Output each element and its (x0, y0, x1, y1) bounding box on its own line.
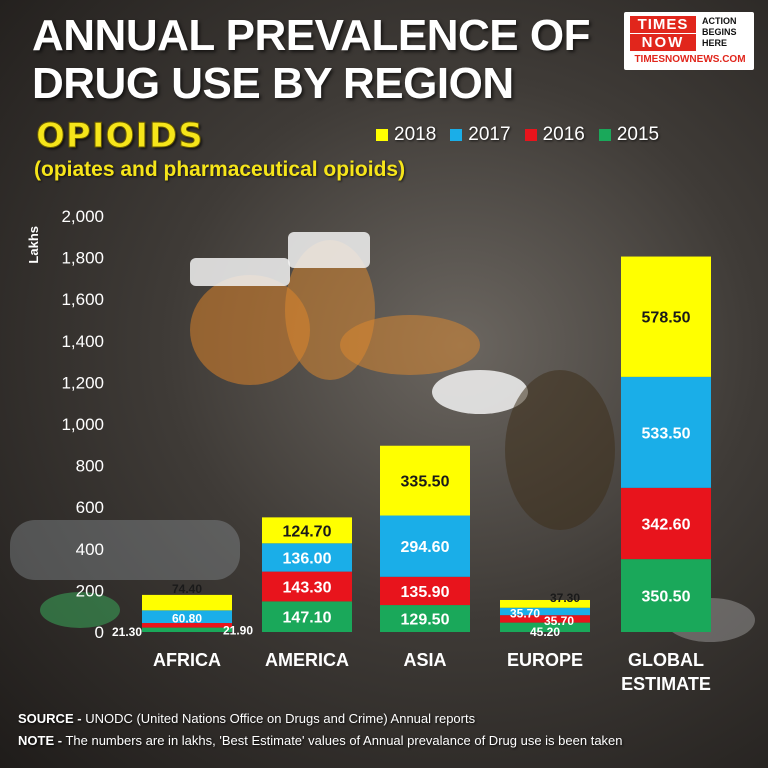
y-tick-label: 0 (95, 623, 104, 642)
data-label-america-2016: 143.30 (283, 580, 332, 597)
legend-swatch-2015 (598, 129, 611, 141)
bar-america-2018 (262, 517, 352, 544)
bar-global-estimate-2018 (621, 256, 711, 377)
source-key: SOURCE - (18, 711, 82, 726)
logo-tagline-2: BEGINS (702, 27, 737, 37)
x-tick-label-africa: AFRICA (153, 650, 221, 670)
data-label-asia-2017: 294.60 (401, 539, 450, 556)
data-label-global-estimate-2016: 342.60 (642, 516, 691, 533)
bar-europe-2016 (500, 615, 590, 623)
note-text: The numbers are in lakhs, 'Best Estimate… (65, 733, 623, 748)
data-label-america-2018: 124.70 (283, 523, 332, 540)
y-tick-label: 2,000 (61, 207, 104, 226)
data-label-europe-2016: 35.70 (544, 614, 574, 628)
y-tick-label: 1,600 (61, 290, 104, 309)
data-label-america-2015: 147.10 (283, 610, 332, 627)
data-label-global-estimate-2018: 578.50 (642, 310, 691, 327)
logo-times-text: TIMES (630, 16, 696, 33)
data-label-africa-2017: 60.80 (172, 612, 202, 626)
logo-now-text: NOW (630, 34, 696, 51)
x-tick-label-global-estimate-1: GLOBAL (628, 650, 704, 670)
y-tick-label: 1,000 (61, 415, 104, 434)
y-tick-label: 1,400 (61, 332, 104, 351)
x-tick-label-global-estimate-2: ESTIMATE (621, 674, 711, 694)
legend-item-2018: 2018 (376, 124, 436, 146)
x-tick-label-europe: EUROPE (507, 650, 583, 670)
logo-tagline-1: ACTION (702, 16, 737, 26)
legend-swatch-2017 (450, 129, 463, 141)
chart-subtitle: OPIOIDS (36, 116, 204, 157)
data-label-africa-2015: 21.30 (112, 625, 142, 639)
data-label-africa-2016: 21.90 (223, 623, 253, 637)
source-line: SOURCE - UNODC (United Nations Office on… (18, 708, 623, 730)
note-line: NOTE - The numbers are in lakhs, 'Best E… (18, 730, 623, 752)
y-tick-label: 800 (76, 457, 104, 476)
legend-item-2016: 2016 (524, 124, 585, 146)
bar-africa-2016 (142, 623, 232, 628)
bar-global-estimate-2016 (621, 487, 711, 560)
bar-africa-2015 (142, 627, 232, 632)
bar-asia-2015 (380, 605, 470, 632)
legend-item-2015: 2015 (598, 124, 660, 146)
data-label-global-estimate-2015: 350.50 (642, 589, 691, 606)
bar-europe-2017 (500, 607, 590, 616)
y-axis-label: Lakhs (26, 226, 41, 264)
y-tick-label: 400 (76, 540, 104, 559)
y-tick-label: 1,200 (61, 373, 104, 392)
times-now-logo: TIMES NOW ACTION BEGINS HERE TIMESNOWNEW… (624, 12, 754, 70)
y-tick-label: 600 (76, 498, 104, 517)
bar-asia-2017 (380, 515, 470, 577)
legend-label-2018: 2018 (394, 124, 437, 145)
bar-asia-2018 (380, 445, 470, 516)
note-key: NOTE - (18, 733, 63, 748)
page-title: ANNUAL PREVALENCE OF DRUG USE BY REGION (32, 12, 590, 108)
source-text: UNODC (United Nations Office on Drugs an… (85, 711, 476, 726)
y-tick-label: 200 (76, 581, 104, 600)
bar-america-2017 (262, 543, 352, 572)
x-tick-label-america: AMERICA (265, 650, 349, 670)
legend-label-2016: 2016 (542, 124, 585, 145)
bar-global-estimate-2015 (621, 559, 711, 632)
logo-site: TIMESNOWNEWS.COM (634, 54, 746, 65)
data-label-america-2017: 136.00 (283, 550, 332, 567)
data-label-asia-2015: 129.50 (401, 612, 450, 629)
legend-swatch-2016 (524, 129, 537, 141)
bar-africa-2017 (142, 610, 232, 624)
bar-global-estimate-2017 (621, 376, 711, 488)
chart-subnote: (opiates and pharmaceutical opioids) (34, 158, 406, 181)
bar-america-2016 (262, 571, 352, 602)
footer: SOURCE - UNODC (United Nations Office on… (18, 708, 623, 752)
legend-swatch-2018 (376, 129, 388, 141)
y-tick-label: 1,800 (61, 249, 104, 268)
title-line-1: ANNUAL PREVALENCE OF (32, 11, 590, 60)
x-tick-label-asia: ASIA (403, 650, 446, 670)
chart-legend: 2018 2017 2016 2015 (376, 124, 659, 146)
bar-america-2015 (262, 601, 352, 632)
legend-item-2017: 2017 (450, 124, 511, 146)
bar-europe-2018 (500, 599, 590, 608)
legend-label-2017: 2017 (468, 124, 511, 145)
logo-tagline-3: HERE (702, 38, 728, 48)
data-label-europe-2018: 37.30 (550, 591, 580, 605)
data-label-asia-2018: 335.50 (401, 474, 450, 491)
data-label-africa-2018: 74.40 (172, 582, 202, 596)
bar-africa-2018 (142, 594, 232, 611)
data-label-europe-2017: 35.70 (510, 606, 540, 620)
data-label-global-estimate-2017: 533.50 (642, 425, 691, 442)
legend-label-2015: 2015 (616, 124, 660, 145)
data-label-asia-2016: 135.90 (401, 584, 450, 601)
title-line-2: DRUG USE BY REGION (32, 59, 514, 108)
logo-tagline: ACTION BEGINS HERE (702, 16, 750, 49)
bar-asia-2016 (380, 576, 470, 606)
bar-europe-2015 (500, 622, 590, 632)
data-label-europe-2015: 45.20 (530, 625, 560, 639)
